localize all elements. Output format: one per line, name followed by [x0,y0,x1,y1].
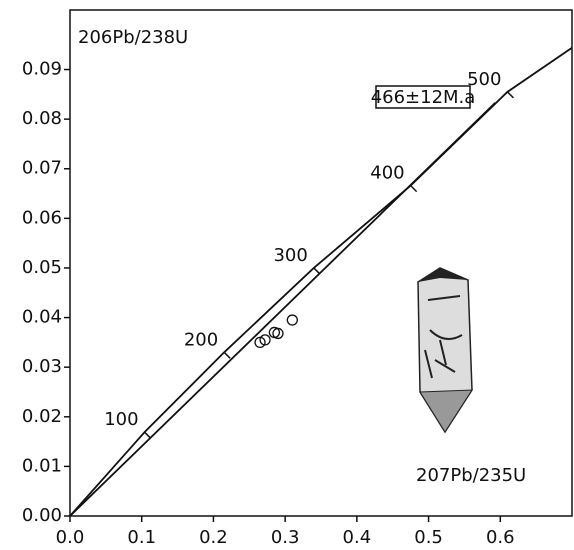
y-tick-label: 0.01 [22,455,62,476]
y-tick-label: 0.00 [22,505,62,526]
age-label: 300 [273,245,307,266]
y-tick-label: 0.08 [22,108,62,129]
data-point [259,334,271,346]
plot-frame [69,9,573,517]
y-tick-label: 0.04 [22,307,62,328]
zircon-crystal [417,267,473,434]
age-label: 100 [104,409,138,430]
discordia-line [69,102,496,517]
x-tick-label: 0.0 [56,527,85,548]
age-tick [410,185,418,193]
x-tick-label: 0.6 [486,527,515,548]
x-tick-label: 0.4 [343,527,372,548]
age-label: 500 [467,69,501,90]
y-tick-label: 0.06 [22,207,62,228]
age-tick [506,91,514,99]
crystal-markings [424,295,463,379]
x-tick-label: 0.3 [271,527,300,548]
y-tick-label: 0.02 [22,406,62,427]
age-label: 200 [184,329,218,350]
y-axis-label: 206Pb/238U [78,27,188,48]
age-label: 400 [370,163,404,184]
y-tick-label: 0.09 [22,59,62,80]
annotation-box [375,85,471,109]
age-tick [313,267,321,275]
crystal-tip [418,268,468,282]
y-tick-label: 0.05 [22,257,62,278]
x-tick-label: 0.2 [199,527,228,548]
y-tick-label: 0.03 [22,356,62,377]
x-axis-label: 207Pb/235U [416,465,526,486]
data-point [272,327,284,340]
x-tick-label: 0.1 [127,527,156,548]
data-point [286,314,298,326]
age-tick [144,431,152,439]
age-tick [223,351,231,359]
y-tick-label: 0.07 [22,158,62,179]
concordia-curve [69,46,573,517]
x-tick-label: 0.5 [414,527,443,548]
annotation: 466±12M.a [371,87,476,108]
crystal-base [419,389,473,433]
